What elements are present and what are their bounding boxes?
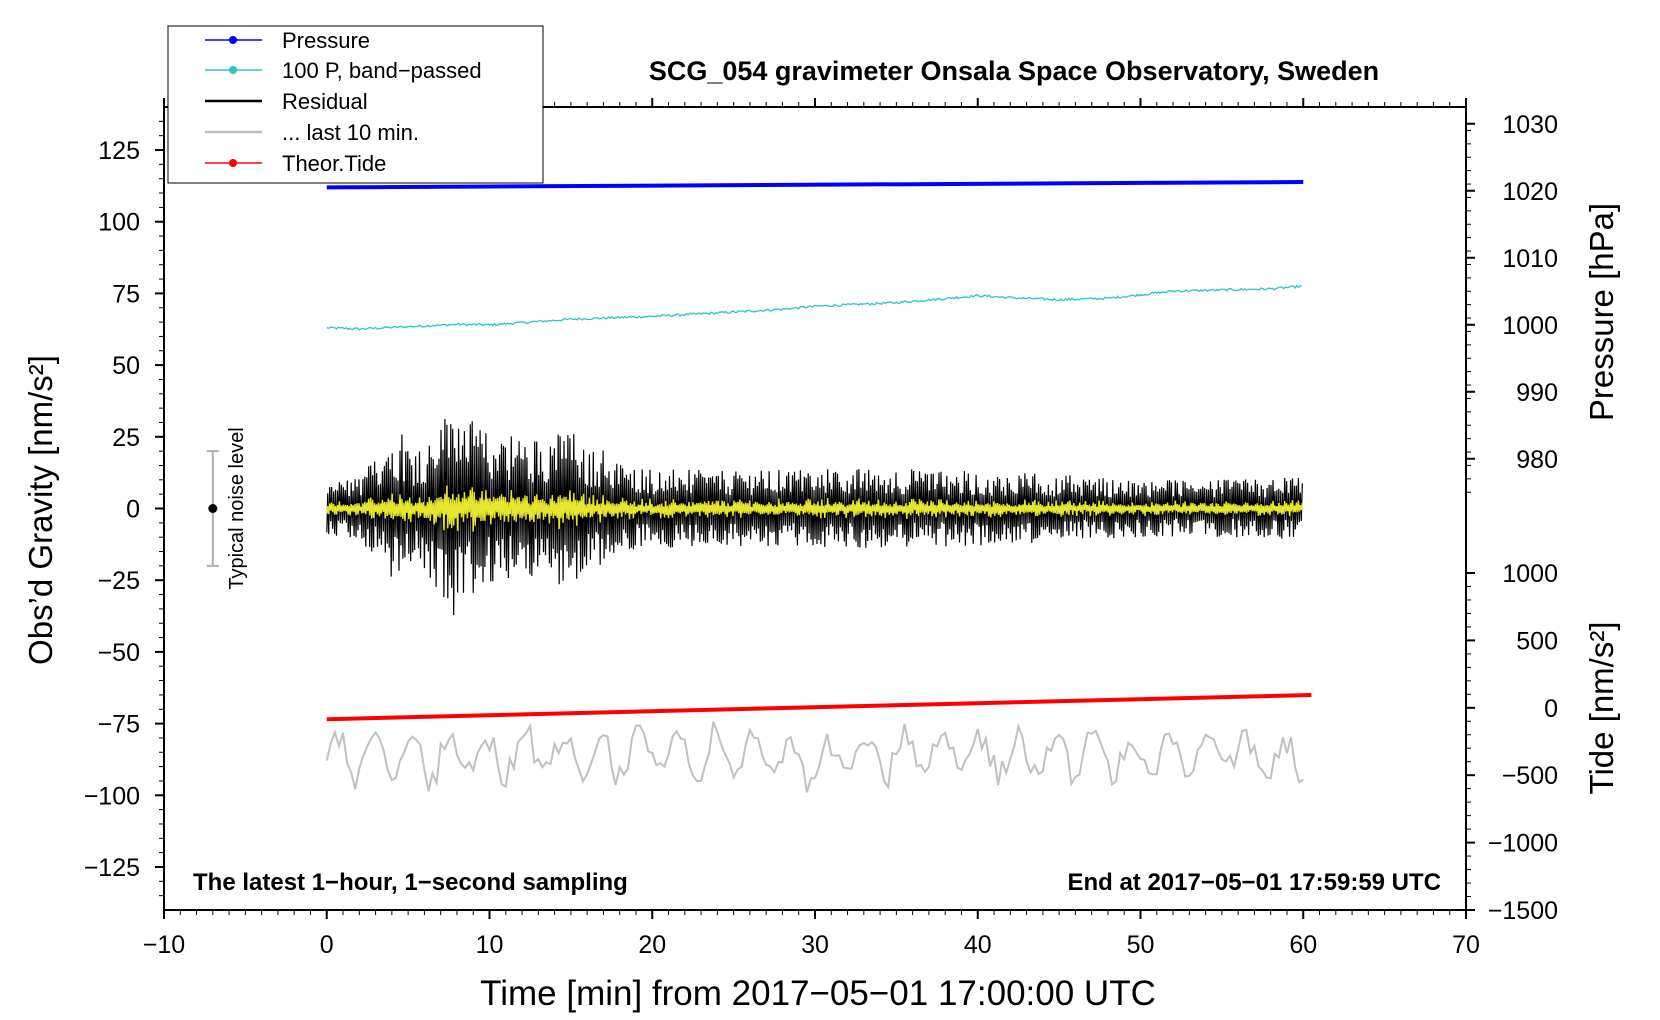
x-tick-label: 30 xyxy=(801,931,829,959)
pressure-tick-label: 1020 xyxy=(1502,178,1558,206)
series-layer xyxy=(325,180,1312,793)
tide-tick-label: −1000 xyxy=(1488,830,1558,858)
tide-tick-label: 1000 xyxy=(1502,560,1558,588)
y-tick-label: −50 xyxy=(98,639,140,667)
y-axis-label-pressure: Pressure [hPa] xyxy=(1583,203,1620,421)
y-axis-label-tide: Tide [nm/s²] xyxy=(1583,622,1620,795)
pressure-tick-label: 1010 xyxy=(1502,245,1558,273)
legend-label: Residual xyxy=(282,89,368,114)
y-tick-label: 100 xyxy=(98,209,140,237)
y-tick-label: 25 xyxy=(112,424,140,452)
annotation-end-time: End at 2017−05−01 17:59:59 UTC xyxy=(1067,869,1441,896)
legend-marker xyxy=(229,66,237,74)
legend-marker xyxy=(229,159,237,167)
y-axis-pressure: 1030 1020 1010 1000 990 980 xyxy=(1466,111,1558,493)
series-pressure xyxy=(326,180,1304,190)
tide-tick-label: 500 xyxy=(1516,627,1558,655)
y-tick-label: −125 xyxy=(84,854,140,882)
pressure-tick-label: 1030 xyxy=(1502,111,1558,139)
pressure-tick-label: 1000 xyxy=(1502,312,1558,340)
legend-label: ... last 10 min. xyxy=(282,120,419,145)
noise-bar-center-dot xyxy=(208,504,218,513)
noise-level-indicator: Typical noise level xyxy=(206,427,248,590)
x-tick-label: 40 xyxy=(964,931,992,959)
tide-tick-label: −500 xyxy=(1502,762,1558,790)
series-residual-band-passed xyxy=(326,485,1303,532)
x-axis: −10 0 10 20 30 40 50 60 70 xyxy=(143,98,1480,959)
legend: Pressure 100 P, band−passed Residual ... la… xyxy=(167,25,544,184)
noise-level-label: Typical noise level xyxy=(226,427,248,589)
y-axis-tide: 1000 500 0 −500 −1000 −1500 xyxy=(1466,560,1558,925)
tide-tick-label: 0 xyxy=(1544,695,1558,723)
y-tick-label: −100 xyxy=(84,782,140,810)
x-axis-label: Time [min] from 2017−05−01 17:00:00 UTC xyxy=(480,974,1156,1013)
x-tick-label: 0 xyxy=(320,931,334,959)
legend-label: Theor.Tide xyxy=(282,151,386,176)
pressure-tick-label: 980 xyxy=(1516,446,1558,474)
y-tick-label: −25 xyxy=(98,567,140,595)
legend-label: Pressure xyxy=(282,28,370,53)
x-tick-label: 20 xyxy=(638,931,666,959)
series-last-10-min xyxy=(325,721,1304,793)
x-tick-label: 70 xyxy=(1452,931,1480,959)
y-tick-label: 50 xyxy=(112,352,140,380)
legend-box xyxy=(167,25,544,184)
y-tick-label: 125 xyxy=(98,137,140,165)
y-tick-label: 75 xyxy=(112,280,140,308)
series-theor-tide xyxy=(326,692,1312,722)
x-tick-label: −10 xyxy=(143,931,185,959)
y-axis-left: 125 100 75 50 25 0 −25 −50 −75 −100 −125 xyxy=(84,120,164,897)
pressure-tick-label: 990 xyxy=(1516,379,1558,407)
legend-marker xyxy=(229,36,237,44)
series-100p-band-passed xyxy=(326,284,1302,331)
tide-tick-label: −1500 xyxy=(1488,897,1558,925)
x-tick-label: 60 xyxy=(1289,931,1317,959)
y-tick-label: −75 xyxy=(98,711,140,739)
x-tick-label: 50 xyxy=(1127,931,1155,959)
y-axis-label-left: Obs’d Gravity [nm/s²] xyxy=(22,355,59,665)
chart-title: SCG_054 gravimeter Onsala Space Observat… xyxy=(649,56,1379,86)
annotation-sampling: The latest 1−hour, 1−second sampling xyxy=(193,869,628,896)
legend-label: 100 P, band−passed xyxy=(282,58,482,83)
x-tick-label: 10 xyxy=(476,931,504,959)
y-tick-label: 0 xyxy=(126,496,140,524)
